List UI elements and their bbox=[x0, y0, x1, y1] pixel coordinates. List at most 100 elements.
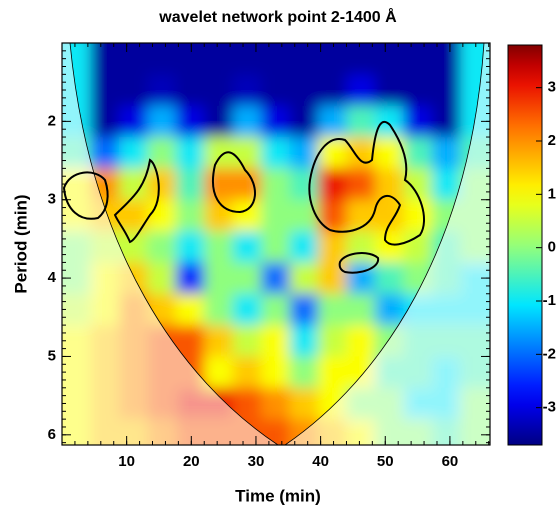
plot-frame bbox=[61, 42, 491, 446]
heatmap-cell bbox=[261, 43, 291, 75]
colorbar-tick-label: 1 bbox=[548, 185, 556, 202]
heatmap-cell bbox=[346, 105, 376, 138]
heatmap-cell bbox=[118, 137, 148, 169]
colorbar-tick-label: -2 bbox=[543, 345, 556, 362]
heatmap-cell bbox=[204, 356, 234, 389]
x-tick-label: 20 bbox=[183, 453, 200, 470]
heatmap-cell bbox=[261, 262, 291, 295]
heatmap-cell bbox=[175, 293, 205, 326]
heatmap-cell bbox=[147, 105, 177, 138]
heatmap-cell bbox=[431, 105, 461, 138]
heatmap-cell bbox=[431, 137, 461, 169]
heatmap-cell bbox=[318, 199, 347, 232]
cone-of-influence bbox=[285, 43, 490, 445]
heatmap-cell bbox=[289, 262, 319, 295]
y-tick-label: 2 bbox=[48, 112, 56, 129]
heatmap-cell bbox=[346, 231, 376, 263]
heatmap-cell bbox=[374, 43, 404, 75]
significance-contours bbox=[62, 121, 425, 274]
heatmap-cell bbox=[318, 262, 347, 295]
heatmap-cell bbox=[346, 74, 376, 107]
heatmap-cell bbox=[204, 43, 234, 75]
heatmap-cell bbox=[403, 43, 433, 75]
x-tick-label: 60 bbox=[442, 453, 459, 470]
heatmap-cell bbox=[175, 199, 205, 232]
y-tick-label: 6 bbox=[48, 426, 56, 443]
heatmap-cell bbox=[232, 356, 262, 389]
cone-boundary bbox=[69, 43, 485, 445]
heatmap-cell bbox=[403, 137, 433, 169]
contour bbox=[113, 158, 160, 244]
heatmap-cell bbox=[118, 74, 148, 107]
heatmap-cell bbox=[147, 199, 177, 232]
heatmap-cell bbox=[346, 168, 376, 201]
colorbar-tick-label: -3 bbox=[543, 399, 556, 416]
cone-of-influence bbox=[62, 43, 278, 445]
heatmap-cell bbox=[90, 105, 120, 138]
heatmap-cell bbox=[289, 43, 319, 75]
heatmap-cell bbox=[175, 231, 205, 263]
contour bbox=[308, 121, 425, 246]
heatmap-cell bbox=[431, 43, 461, 75]
heatmap-cell bbox=[346, 137, 376, 169]
heatmap-cell bbox=[147, 262, 177, 295]
heatmap-cell bbox=[147, 168, 177, 201]
heatmap-cell bbox=[204, 168, 234, 201]
heatmap-cell bbox=[204, 105, 234, 138]
x-tick-label: 50 bbox=[377, 453, 394, 470]
colorbar-tick-label: 3 bbox=[548, 79, 556, 96]
heatmap-cell bbox=[232, 262, 262, 295]
heatmap-cell bbox=[318, 356, 347, 389]
heatmap-cell bbox=[431, 168, 461, 201]
y-axis-label: Period (min) bbox=[11, 194, 30, 293]
heatmap-cell bbox=[346, 262, 376, 295]
heatmap-cell bbox=[261, 293, 291, 326]
heatmap-cell bbox=[403, 105, 433, 138]
heatmap-cell bbox=[175, 43, 205, 75]
plot-area bbox=[62, 43, 490, 445]
heatmap-cell bbox=[460, 43, 490, 75]
heatmap-cell bbox=[204, 74, 234, 107]
heatmap-cell bbox=[175, 262, 205, 295]
heatmap-cell bbox=[204, 325, 234, 357]
heatmap-cell bbox=[175, 105, 205, 138]
chart-title: wavelet network point 2-1400 Å bbox=[158, 7, 397, 26]
heatmap-cell bbox=[261, 356, 291, 389]
heatmap-cell bbox=[175, 168, 205, 201]
heatmap-cell bbox=[232, 199, 262, 232]
heatmap-cell bbox=[204, 293, 234, 326]
heatmap-cell bbox=[261, 105, 291, 138]
heatmap-cell bbox=[374, 262, 404, 295]
heatmap-cell bbox=[346, 43, 376, 75]
heatmap-cell bbox=[232, 325, 262, 357]
heatmap-cell bbox=[289, 105, 319, 138]
x-tick-label: 40 bbox=[312, 453, 329, 470]
heatmap-cell bbox=[289, 231, 319, 263]
heatmap-cell bbox=[90, 43, 120, 75]
heatmap-cell bbox=[318, 74, 347, 107]
colorbar bbox=[507, 44, 543, 446]
heatmap-cell bbox=[261, 168, 291, 201]
heatmap-cell bbox=[431, 74, 461, 107]
heatmap-cell bbox=[232, 43, 262, 75]
heatmap-cell bbox=[118, 43, 148, 75]
y-tick-label: 3 bbox=[48, 191, 56, 208]
heatmap-cell bbox=[204, 262, 234, 295]
heatmap-cell bbox=[261, 137, 291, 169]
heatmap-cell bbox=[346, 293, 376, 326]
heatmap-cell bbox=[232, 105, 262, 138]
heatmap-cell bbox=[147, 74, 177, 107]
heatmap-cell bbox=[232, 293, 262, 326]
heatmap-cell bbox=[175, 137, 205, 169]
x-tick-label: 30 bbox=[248, 453, 265, 470]
contour bbox=[62, 171, 109, 220]
heatmap-cell bbox=[204, 231, 234, 263]
heatmap-cell bbox=[374, 231, 404, 263]
heatmap-cell bbox=[374, 293, 404, 326]
heatmap-cell bbox=[289, 387, 319, 420]
heatmap-cell bbox=[318, 231, 347, 263]
heatmap-cell bbox=[261, 74, 291, 107]
heatmap-cell bbox=[374, 74, 404, 107]
heatmap-cell bbox=[90, 137, 120, 169]
heatmap-cell bbox=[147, 231, 177, 263]
